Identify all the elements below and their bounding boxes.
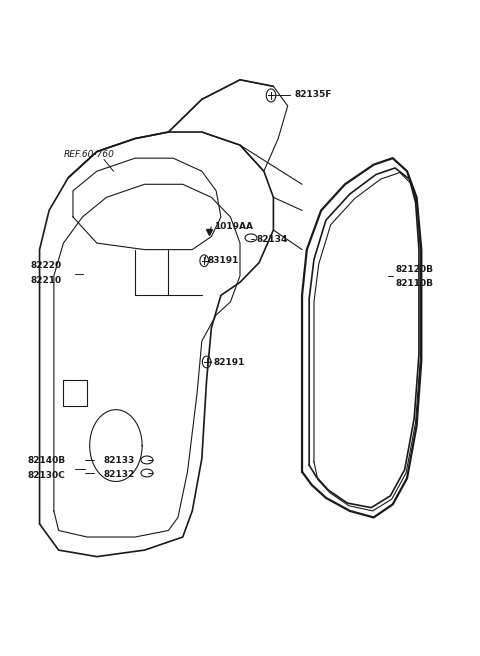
Text: 82220: 82220 [30, 262, 61, 270]
Text: 82134: 82134 [257, 235, 288, 243]
Text: 82133: 82133 [104, 456, 135, 465]
Text: 82132: 82132 [104, 470, 135, 480]
Text: 1019AA: 1019AA [214, 222, 253, 231]
Text: 82191: 82191 [214, 358, 245, 367]
Text: 82120B: 82120B [395, 265, 433, 274]
Text: 82130C: 82130C [28, 471, 65, 480]
Text: 83191: 83191 [207, 256, 239, 265]
Text: 82210: 82210 [30, 276, 61, 285]
Text: 82135F: 82135F [295, 90, 332, 98]
Text: 82110B: 82110B [395, 279, 433, 288]
Text: 82140B: 82140B [28, 456, 66, 465]
Text: REF.60-760: REF.60-760 [63, 150, 114, 159]
